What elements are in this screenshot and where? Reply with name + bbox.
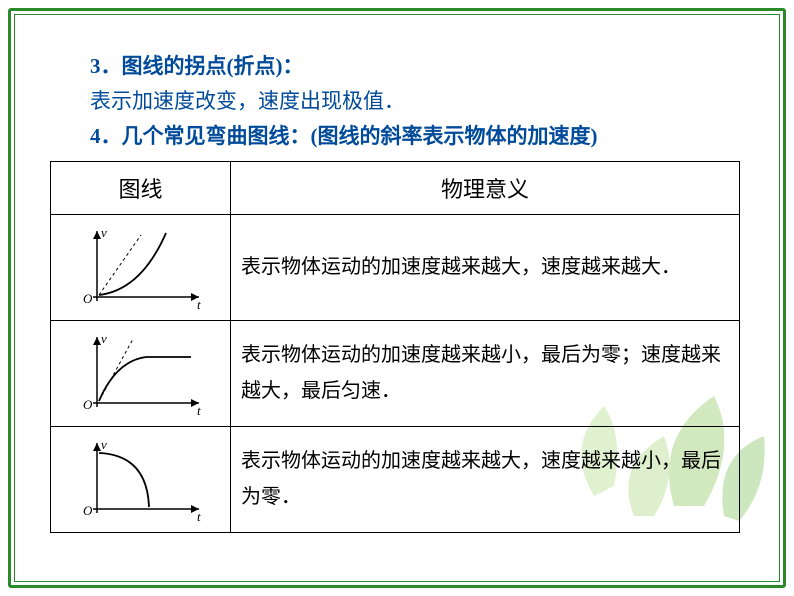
table-row: O t v 表示物体运动的加速度越来越大，速度越来越大． xyxy=(51,214,740,320)
svg-text:t: t xyxy=(197,403,201,416)
heading-3-sub: 表示加速度改变，速度出现极值． xyxy=(90,84,764,120)
svg-text:v: v xyxy=(101,225,107,240)
header-meaning: 物理意义 xyxy=(231,161,740,214)
svg-text:O: O xyxy=(83,291,93,306)
table-row: O t v 表示物体运动的加速度越来越大，速度越来越小，最后为零． xyxy=(51,426,740,532)
svg-text:O: O xyxy=(83,397,93,412)
svg-text:v: v xyxy=(101,331,107,346)
graph-cell-2: O t v xyxy=(51,320,231,426)
heading-4: 4．几个常见弯曲图线：(图线的斜率表示物体的加速度) xyxy=(90,119,764,155)
heading-3: 3．图线的拐点(折点)： xyxy=(90,50,764,84)
table-row: O t v 表示物体运动的加速度越来越小，最后为零；速度越来越大，最后匀速． xyxy=(51,320,740,426)
graph-cell-1: O t v xyxy=(51,214,231,320)
vt-graph-accel-decreasing-plateau: O t v xyxy=(71,331,211,416)
vt-graph-accel-increasing: O t v xyxy=(71,225,211,310)
slide-content: 3．图线的拐点(折点)： 表示加速度改变，速度出现极值． 4．几个常见弯曲图线：… xyxy=(30,30,764,566)
graph-cell-3: O t v xyxy=(51,426,231,532)
svg-text:t: t xyxy=(197,297,201,310)
header-graph: 图线 xyxy=(51,161,231,214)
desc-cell-3: 表示物体运动的加速度越来越大，速度越来越小，最后为零． xyxy=(231,426,740,532)
desc-cell-2: 表示物体运动的加速度越来越小，最后为零；速度越来越大，最后匀速． xyxy=(231,320,740,426)
desc-cell-1: 表示物体运动的加速度越来越大，速度越来越大． xyxy=(231,214,740,320)
vt-graph-decel-to-zero: O t v xyxy=(71,437,211,522)
svg-text:O: O xyxy=(83,503,93,518)
graph-table: 图线 物理意义 O t v 表示物体运动的加速度越来越大，速度越来越大． xyxy=(50,161,740,533)
table-header-row: 图线 物理意义 xyxy=(51,161,740,214)
svg-text:t: t xyxy=(197,509,201,522)
svg-text:v: v xyxy=(101,437,107,452)
